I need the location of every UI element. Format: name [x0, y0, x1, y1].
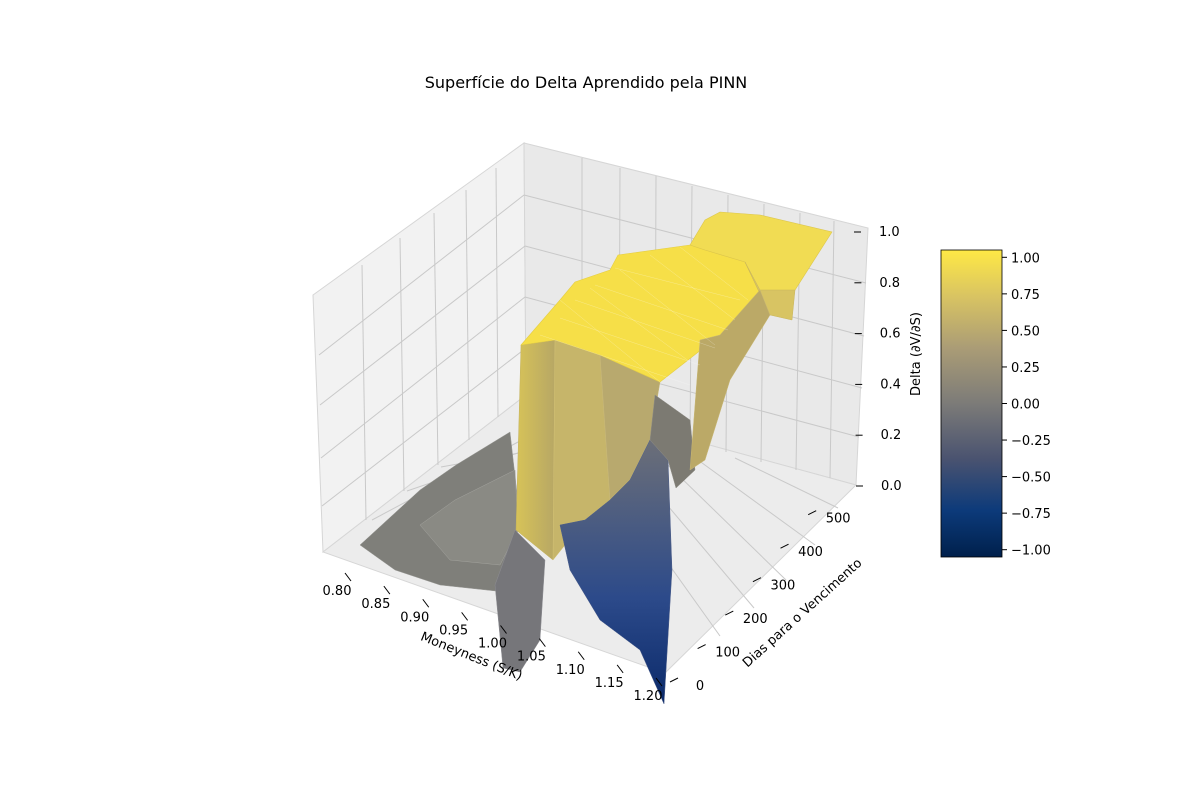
x-tick-mark	[655, 677, 663, 687]
y-tick-mark	[725, 610, 734, 616]
z-tick-label: 1.0	[879, 225, 900, 240]
colorbar-tick-label: −0.75	[1011, 507, 1051, 522]
x-tick-label: 0.95	[439, 623, 468, 638]
y-axis-ticks: 0 100 200 300 400 500	[669, 510, 851, 694]
x-tick-label: 1.20	[634, 689, 663, 704]
z-tick-label: 0.6	[880, 327, 901, 342]
x-tick-mark	[538, 638, 546, 647]
x-tick-mark	[383, 585, 391, 595]
x-tick-mark	[422, 598, 430, 608]
x-tick-label: 0.85	[361, 597, 390, 612]
x-tick-label: 1.05	[517, 650, 546, 665]
z-tick-label: 0.4	[880, 377, 901, 392]
chart-title: Superfície do Delta Aprendido pela PINN	[425, 73, 748, 92]
y-tick-label: 500	[826, 512, 851, 527]
z-tick-label: 0.8	[879, 276, 900, 291]
colorbar-ticks: 1.00 0.75 0.50 0.25 0.00 −0.25 −0.50 −0.75 −1.00	[1002, 251, 1051, 559]
colorbar-tick-label: 1.00	[1011, 251, 1040, 266]
colorbar-tick-label: 0.25	[1011, 361, 1040, 376]
x-tick-mark	[616, 664, 624, 674]
x-tick-mark	[461, 612, 469, 621]
x-tick-mark	[500, 625, 507, 634]
z-axis-ticks: 0.0 0.2 0.4 0.6 0.8 1.0	[854, 225, 902, 494]
z-tick-label: 0.2	[881, 428, 902, 443]
x-tick-mark	[344, 572, 352, 582]
y-tick-label: 400	[798, 545, 823, 560]
x-tick-label: 1.00	[478, 637, 507, 652]
x-tick-label: 1.15	[595, 676, 624, 691]
x-tick-label: 1.10	[556, 663, 585, 678]
colorbar-tick-label: −0.50	[1011, 471, 1051, 486]
colorbar-tick-label: −1.00	[1011, 544, 1051, 559]
colorbar-tick-label: 0.50	[1011, 324, 1040, 339]
x-axis-ticks: 0.80 0.85 0.90 0.95 1.00 1.05 1.10 1.15 1.20	[323, 572, 663, 704]
y-tick-mark	[752, 577, 762, 583]
y-tick-label: 300	[770, 579, 795, 594]
z-tick-label: 0.0	[881, 479, 902, 494]
colorbar-tick-label: 0.00	[1011, 398, 1040, 413]
surface-mesh	[539, 246, 749, 386]
y-tick-label: 0	[696, 679, 704, 694]
x-tick-label: 0.90	[400, 610, 429, 625]
colorbar-tick-label: −0.25	[1011, 434, 1051, 449]
delta-surface	[359, 211, 833, 705]
y-tick-label: 200	[743, 612, 768, 627]
z-axis-label: Delta (∂V/∂S)	[909, 312, 924, 396]
y-tick-mark	[697, 644, 706, 649]
y-tick-mark	[780, 543, 789, 549]
x-tick-mark	[577, 651, 585, 661]
y-tick-mark	[669, 677, 679, 683]
colorbar-tick-label: 0.75	[1011, 288, 1040, 303]
y-tick-label: 100	[715, 646, 740, 661]
y-tick-mark	[807, 510, 817, 516]
colorbar	[940, 249, 1003, 558]
x-tick-label: 0.80	[323, 584, 352, 599]
